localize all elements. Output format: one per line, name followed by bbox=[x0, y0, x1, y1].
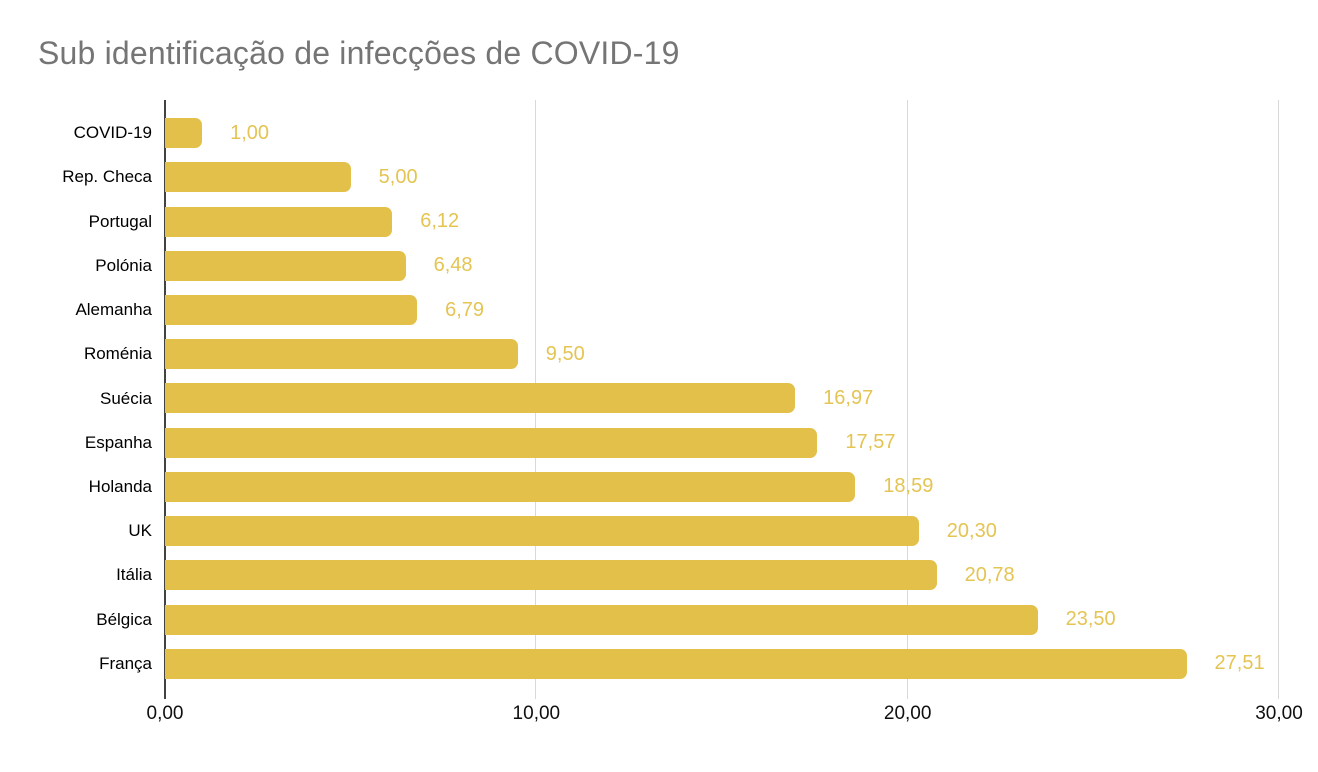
y-axis-labels: COVID-19 Rep. Checa Portugal Polónia Alemanh… bbox=[0, 111, 152, 686]
bar-row: 20,78 bbox=[165, 553, 1279, 597]
bar-row: 17,57 bbox=[165, 421, 1279, 465]
x-tick-label: 30,00 bbox=[1255, 703, 1303, 724]
value-label: 9,50 bbox=[545, 342, 585, 365]
bar-row: 27,51 bbox=[165, 642, 1279, 686]
value-label: 5,00 bbox=[378, 165, 418, 188]
bar bbox=[165, 516, 919, 547]
x-tick-label: 0,00 bbox=[146, 703, 184, 724]
gridline bbox=[1278, 100, 1279, 699]
bar-row: 23,50 bbox=[165, 598, 1279, 642]
category-label: Rep. Checa bbox=[62, 167, 152, 187]
bar bbox=[165, 206, 393, 237]
x-tick-label: 10,00 bbox=[512, 703, 561, 724]
bar-row: 9,50 bbox=[165, 332, 1279, 376]
x-tick-label: 20,00 bbox=[883, 703, 932, 724]
bar-row: 6,12 bbox=[165, 199, 1279, 243]
bar bbox=[165, 648, 1187, 679]
category-label: Itália bbox=[116, 565, 152, 585]
plot-area: 1,00 5,00 6,12 6,48 6,79 9,50 16,97 17,57 18,59 2… bbox=[164, 100, 1279, 699]
category-label: Suécia bbox=[100, 388, 152, 408]
value-label: 16,97 bbox=[823, 386, 874, 409]
value-label: 27,51 bbox=[1214, 652, 1265, 675]
bar bbox=[165, 118, 203, 149]
bar bbox=[165, 162, 351, 193]
category-label: UK bbox=[128, 521, 152, 541]
category-label: Holanda bbox=[88, 476, 152, 496]
category-label: Polónia bbox=[95, 255, 152, 275]
bar bbox=[165, 604, 1038, 635]
bar-row: 1,00 bbox=[165, 111, 1279, 155]
bar bbox=[165, 339, 518, 370]
value-label: 6,12 bbox=[420, 210, 460, 233]
bar-row: 6,48 bbox=[165, 244, 1279, 288]
value-label: 6,79 bbox=[445, 298, 485, 321]
value-label: 18,59 bbox=[883, 475, 934, 498]
value-label: 1,00 bbox=[230, 121, 270, 144]
bar bbox=[165, 471, 856, 502]
bar bbox=[165, 295, 418, 326]
bar bbox=[165, 383, 796, 414]
chart-title: Sub identificação de infecções de COVID-… bbox=[38, 35, 680, 71]
bar-row: 18,59 bbox=[165, 465, 1279, 509]
x-axis-labels: 0,00 10,00 20,00 30,00 bbox=[0, 703, 1318, 729]
gridline bbox=[906, 100, 908, 699]
value-label: 17,57 bbox=[845, 431, 896, 454]
category-label: França bbox=[99, 653, 152, 673]
category-label: Portugal bbox=[88, 211, 152, 231]
bar-rows: 1,00 5,00 6,12 6,48 6,79 9,50 16,97 17,57 18,59 2… bbox=[165, 111, 1279, 686]
category-label: COVID-19 bbox=[73, 123, 152, 143]
bar-row: 20,30 bbox=[165, 509, 1279, 553]
category-label: Roménia bbox=[83, 344, 152, 364]
category-label: Espanha bbox=[84, 432, 152, 452]
bar-row: 5,00 bbox=[165, 155, 1279, 199]
value-label: 23,50 bbox=[1065, 608, 1116, 631]
bar bbox=[165, 250, 406, 281]
value-label: 6,48 bbox=[433, 254, 473, 277]
value-label: 20,78 bbox=[964, 563, 1015, 586]
bar-row: 16,97 bbox=[165, 376, 1279, 420]
bar bbox=[165, 560, 937, 591]
category-label: Bélgica bbox=[96, 609, 152, 629]
value-label: 20,30 bbox=[946, 519, 997, 542]
bar-row: 6,79 bbox=[165, 288, 1279, 332]
category-label: Alemanha bbox=[75, 300, 152, 320]
bar bbox=[165, 427, 818, 458]
